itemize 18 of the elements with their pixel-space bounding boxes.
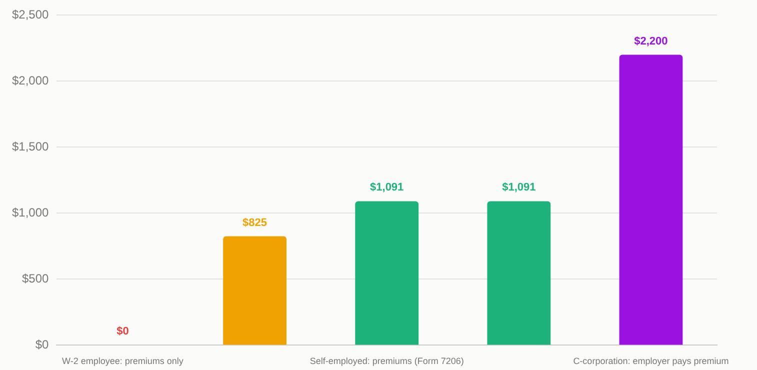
y-tick-label: $2,000: [12, 74, 50, 88]
y-tick-label: $500: [22, 272, 50, 286]
data-label: $1,091: [502, 182, 536, 194]
y-tick-label: $1,000: [12, 206, 50, 220]
x-tick-label: C-corporation: employer pays premium: [573, 356, 729, 366]
x-tick-label: W-2 employee: premiums only: [62, 356, 184, 366]
bar: [223, 236, 286, 345]
data-label: $2,200: [634, 35, 668, 48]
data-label: $0: [116, 326, 129, 338]
bar: [619, 54, 683, 345]
data-label: $1,091: [370, 182, 404, 194]
bar: [487, 201, 551, 345]
y-tick-label: $2,500: [12, 8, 50, 22]
x-tick-label: Self-employed: premiums (Form 7206): [310, 356, 464, 366]
y-tick-label: $0: [35, 338, 50, 352]
bar: [355, 201, 419, 345]
y-tick-label: $1,500: [12, 140, 50, 154]
data-label: $825: [242, 216, 268, 229]
